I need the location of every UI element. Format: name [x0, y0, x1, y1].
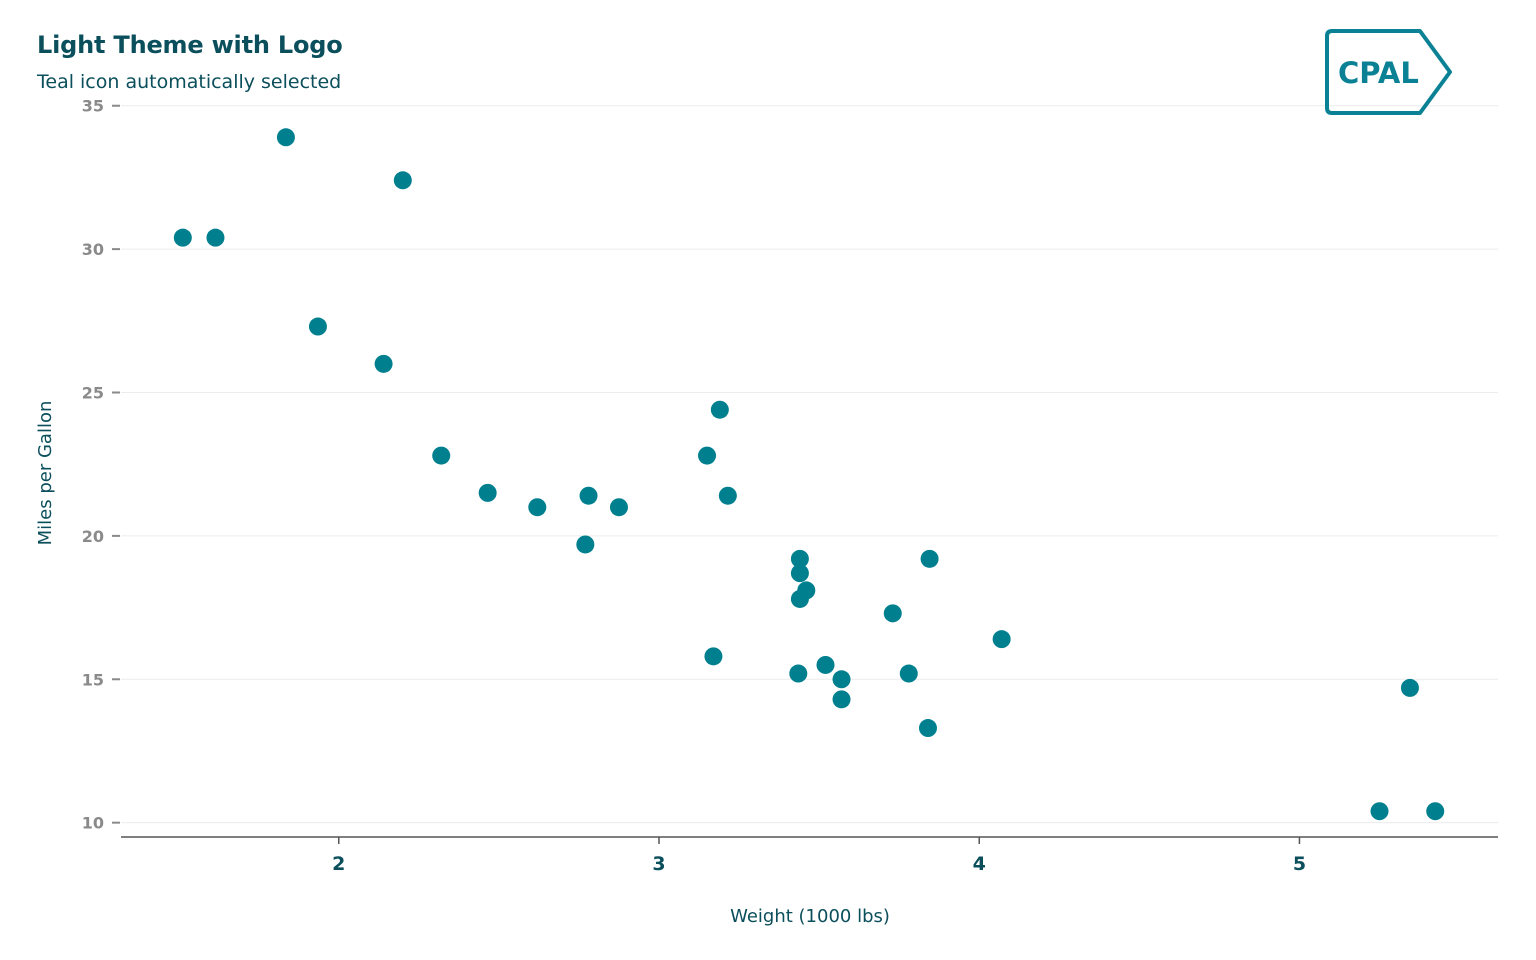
data-point	[528, 498, 547, 517]
data-point	[883, 604, 902, 623]
data-point	[609, 498, 628, 517]
data-point	[816, 655, 835, 674]
x-tick-label: 2	[332, 853, 345, 875]
data-point	[1370, 802, 1389, 821]
data-point	[790, 549, 809, 568]
x-tick-label: 5	[1293, 853, 1306, 875]
data-point	[1426, 802, 1445, 821]
data-point	[790, 564, 809, 583]
data-point	[308, 317, 327, 336]
data-point	[832, 690, 851, 709]
data-point	[173, 228, 192, 247]
data-point	[710, 400, 729, 419]
data-point	[920, 549, 939, 568]
data-point	[718, 486, 737, 505]
y-tick-label: 10	[82, 814, 104, 833]
data-points	[173, 128, 1445, 821]
x-axis-label: Weight (1000 lbs)	[730, 906, 890, 927]
y-tick-label: 30	[82, 240, 104, 259]
data-point	[789, 664, 808, 683]
chart-subtitle: Teal icon automatically selected	[37, 71, 342, 93]
data-point	[432, 446, 451, 465]
y-tick-label: 20	[82, 527, 104, 546]
data-point	[276, 128, 295, 147]
logo-text: CPAL	[1338, 56, 1419, 90]
y-tick-label: 35	[82, 97, 104, 116]
data-point	[918, 719, 937, 738]
data-point	[393, 171, 412, 190]
data-point	[992, 630, 1011, 649]
x-tick-label: 3	[652, 853, 665, 875]
data-point	[579, 486, 598, 505]
data-point	[374, 354, 393, 373]
axes: 10 15 20 25 30 35 2 3 4 5	[82, 97, 1498, 875]
chart-title: Light Theme with Logo	[37, 31, 343, 59]
data-point	[206, 228, 225, 247]
data-point	[1400, 678, 1419, 697]
y-tick-label: 15	[82, 670, 104, 689]
gridlines	[121, 105, 1498, 824]
data-point	[832, 670, 851, 689]
cpal-tag-logo-icon: CPAL	[1325, 29, 1452, 115]
y-axis-label: Miles per Gallon	[35, 401, 56, 546]
data-point	[576, 535, 595, 554]
data-point	[790, 589, 809, 608]
data-point	[704, 647, 723, 666]
x-tick-label: 4	[973, 853, 986, 875]
data-point	[478, 483, 497, 502]
data-point	[698, 446, 717, 465]
data-point	[899, 664, 918, 683]
y-tick-label: 25	[82, 384, 104, 403]
